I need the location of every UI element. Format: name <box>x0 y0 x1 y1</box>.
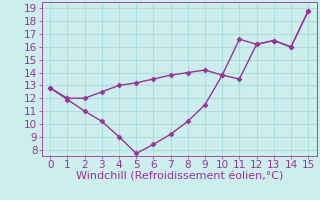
X-axis label: Windchill (Refroidissement éolien,°C): Windchill (Refroidissement éolien,°C) <box>76 172 283 182</box>
